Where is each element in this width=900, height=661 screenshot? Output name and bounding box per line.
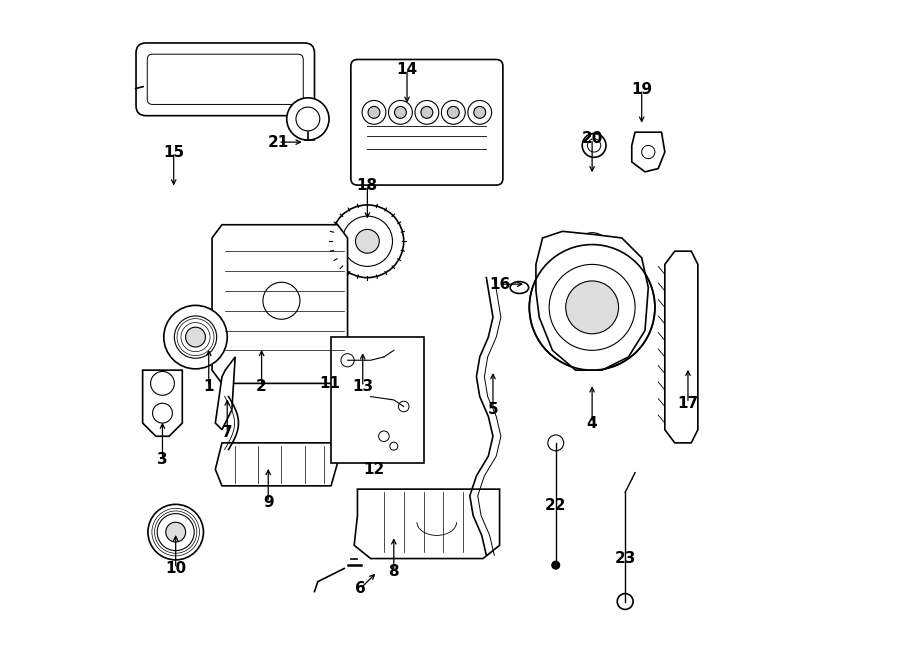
Circle shape: [468, 100, 491, 124]
Circle shape: [150, 371, 175, 395]
Circle shape: [573, 233, 610, 270]
Circle shape: [148, 504, 203, 560]
Text: 10: 10: [165, 561, 186, 576]
Text: 13: 13: [352, 379, 374, 394]
Circle shape: [153, 403, 173, 423]
Text: 14: 14: [397, 62, 418, 77]
Circle shape: [164, 305, 227, 369]
Text: 15: 15: [163, 145, 184, 159]
Circle shape: [185, 327, 205, 347]
Circle shape: [529, 245, 655, 370]
Circle shape: [175, 316, 217, 358]
Polygon shape: [665, 251, 698, 443]
Circle shape: [341, 354, 355, 367]
Ellipse shape: [510, 282, 528, 293]
Circle shape: [356, 229, 379, 253]
FancyBboxPatch shape: [351, 59, 503, 185]
Circle shape: [368, 106, 380, 118]
Circle shape: [617, 594, 633, 609]
Circle shape: [549, 264, 635, 350]
Text: 21: 21: [267, 135, 289, 149]
Polygon shape: [215, 357, 235, 430]
Circle shape: [447, 106, 459, 118]
Circle shape: [588, 139, 600, 152]
Text: 2: 2: [256, 379, 267, 394]
Polygon shape: [212, 225, 347, 383]
Circle shape: [642, 145, 655, 159]
Circle shape: [342, 216, 392, 266]
Text: 8: 8: [389, 564, 399, 579]
Circle shape: [166, 522, 185, 542]
Circle shape: [389, 100, 412, 124]
Circle shape: [394, 106, 407, 118]
Text: 9: 9: [263, 495, 274, 510]
FancyArrowPatch shape: [135, 87, 143, 89]
Circle shape: [158, 514, 194, 551]
Circle shape: [421, 106, 433, 118]
Text: 18: 18: [356, 178, 378, 192]
Circle shape: [582, 241, 602, 261]
FancyBboxPatch shape: [136, 43, 314, 116]
Text: 4: 4: [587, 416, 598, 430]
Text: 11: 11: [320, 376, 340, 391]
Text: 20: 20: [581, 132, 603, 146]
Circle shape: [566, 281, 618, 334]
Text: 23: 23: [615, 551, 636, 566]
Text: 19: 19: [631, 82, 652, 97]
Circle shape: [552, 561, 560, 569]
Polygon shape: [355, 489, 500, 559]
Circle shape: [473, 106, 486, 118]
Circle shape: [548, 435, 563, 451]
Circle shape: [390, 442, 398, 450]
Text: 16: 16: [489, 277, 510, 292]
Circle shape: [415, 100, 439, 124]
Text: 17: 17: [678, 396, 698, 410]
Polygon shape: [142, 370, 183, 436]
Circle shape: [263, 282, 300, 319]
Bar: [331, 337, 424, 463]
Polygon shape: [536, 231, 648, 370]
Circle shape: [287, 98, 329, 140]
Text: 6: 6: [356, 581, 366, 596]
Polygon shape: [632, 132, 665, 172]
Circle shape: [441, 100, 465, 124]
Text: 3: 3: [158, 452, 167, 467]
Polygon shape: [215, 443, 338, 486]
Text: 12: 12: [364, 462, 384, 477]
Circle shape: [379, 431, 389, 442]
Text: 22: 22: [545, 498, 566, 513]
Circle shape: [331, 205, 404, 278]
Circle shape: [566, 281, 618, 334]
Circle shape: [399, 401, 409, 412]
Text: 1: 1: [203, 379, 214, 394]
Circle shape: [582, 134, 606, 157]
Circle shape: [362, 100, 386, 124]
FancyBboxPatch shape: [148, 54, 303, 104]
Text: 5: 5: [488, 403, 499, 417]
Text: 7: 7: [222, 426, 232, 440]
Circle shape: [296, 107, 320, 131]
